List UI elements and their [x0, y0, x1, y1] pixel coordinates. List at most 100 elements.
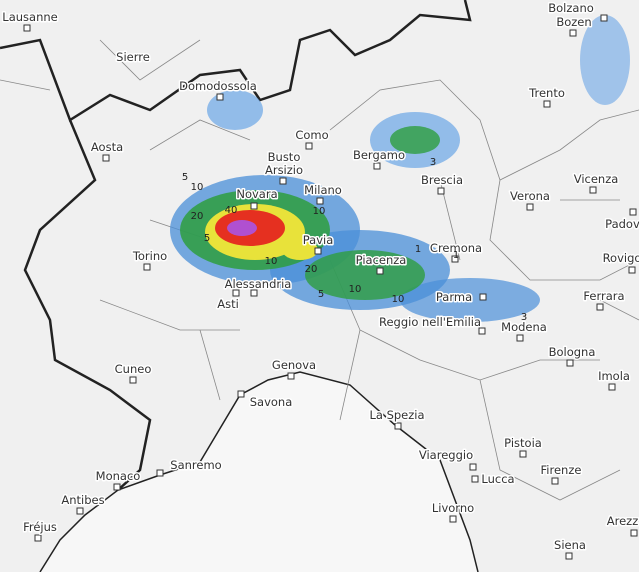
- city-label: Imola: [598, 369, 630, 383]
- city-label: Siena: [554, 538, 586, 552]
- city-label: Piacenza: [356, 253, 407, 267]
- rain-label: 10: [265, 256, 278, 267]
- city-marker: [543, 100, 551, 108]
- rain-label: 40: [225, 205, 238, 216]
- city-label: Pistoia: [504, 436, 542, 450]
- city-marker: [437, 187, 445, 195]
- city-label: Livorno: [432, 501, 474, 515]
- city-marker: [113, 483, 121, 491]
- city-marker: [316, 197, 324, 205]
- rain-label: 20: [305, 264, 318, 275]
- city-marker: [565, 552, 573, 560]
- city-label: Bolzano: [548, 1, 594, 15]
- city-marker: [394, 422, 402, 430]
- city-label: Milano: [304, 183, 342, 197]
- city-label: Como: [295, 128, 328, 142]
- rain-label: 5: [318, 289, 324, 300]
- city-marker: [232, 289, 240, 297]
- city-marker: [589, 186, 597, 194]
- city-label: Reggio nell'Emilia: [379, 315, 481, 329]
- city-marker: [102, 154, 110, 162]
- rain-label: 5: [182, 172, 188, 183]
- city-marker: [129, 376, 137, 384]
- city-marker: [566, 359, 574, 367]
- city-label: Savona: [250, 395, 293, 409]
- city-label: Trento: [528, 86, 565, 100]
- city-label: Modena: [501, 320, 547, 334]
- city-marker: [479, 293, 487, 301]
- city-marker: [596, 303, 604, 311]
- rain-label: 3: [430, 157, 436, 168]
- city-marker: [216, 93, 224, 101]
- city-label: Antibes: [61, 493, 104, 507]
- city-label: Busto: [268, 150, 301, 164]
- rain-label: 1: [415, 244, 421, 255]
- city-label: Sanremo: [170, 458, 221, 472]
- city-label: Monaco: [96, 469, 141, 483]
- city-marker: [314, 247, 322, 255]
- city-marker: [628, 266, 636, 274]
- city-label: Padova: [605, 217, 639, 231]
- city-label: Genova: [272, 358, 316, 372]
- city-label: Rovigo: [603, 251, 639, 265]
- city-marker: [143, 263, 151, 271]
- city-label: Parma: [436, 290, 472, 304]
- rain-label: 10: [191, 182, 204, 193]
- city-marker: [250, 202, 258, 210]
- city-label: Lucca: [481, 472, 514, 486]
- city-label: Arezzo: [607, 514, 639, 528]
- city-label: Ferrara: [583, 289, 624, 303]
- city-label: Domodossola: [179, 79, 257, 93]
- city-marker: [449, 515, 457, 523]
- city-label: Verona: [510, 189, 550, 203]
- city-marker: [608, 383, 616, 391]
- rain-label: 5: [204, 233, 210, 244]
- city-label: Lausanne: [2, 10, 57, 24]
- city-marker: [630, 529, 638, 537]
- city-label: Cuneo: [115, 362, 152, 376]
- city-marker: [629, 208, 637, 216]
- city-marker: [469, 463, 477, 471]
- city-label: Asti: [217, 297, 239, 311]
- rain-label: 20: [191, 211, 204, 222]
- city-marker: [600, 14, 608, 22]
- city-label: Torino: [132, 249, 167, 263]
- city-marker: [516, 334, 524, 342]
- city-marker: [519, 450, 527, 458]
- city-marker: [34, 534, 42, 542]
- city-label: Novara: [236, 187, 277, 201]
- city-marker: [305, 142, 313, 150]
- city-marker: [23, 24, 31, 32]
- city-marker: [478, 327, 486, 335]
- city-label: Brescia: [421, 173, 463, 187]
- rain-label: 10: [313, 206, 326, 217]
- city-marker: [279, 177, 287, 185]
- city-label: Alessandria: [225, 277, 292, 291]
- city-marker: [156, 469, 164, 477]
- city-marker: [526, 203, 534, 211]
- city-marker: [451, 255, 459, 263]
- city-marker: [471, 475, 479, 483]
- city-label: Arsizio: [265, 163, 303, 177]
- city-label: Vicenza: [574, 172, 619, 186]
- rain-label: 3: [521, 312, 527, 323]
- city-label: Bergamo: [353, 148, 405, 162]
- city-marker: [76, 507, 84, 515]
- city-label: Pavia: [303, 233, 334, 247]
- city-label: Bozen: [556, 15, 591, 29]
- city-marker: [250, 289, 258, 297]
- city-label: Aosta: [91, 140, 123, 154]
- city-label: Firenze: [541, 463, 582, 477]
- city-label: Fréjus: [23, 520, 57, 534]
- rain-label: 1: [453, 250, 459, 261]
- city-marker: [376, 267, 384, 275]
- rain-label: 10: [392, 294, 405, 305]
- city-label: Bologna: [549, 345, 596, 359]
- rain-label: 10: [349, 284, 362, 295]
- city-label: Cremona: [430, 241, 482, 255]
- city-label: Viareggio: [419, 448, 473, 462]
- city-label: Sierre: [116, 50, 150, 64]
- city-marker: [237, 390, 245, 398]
